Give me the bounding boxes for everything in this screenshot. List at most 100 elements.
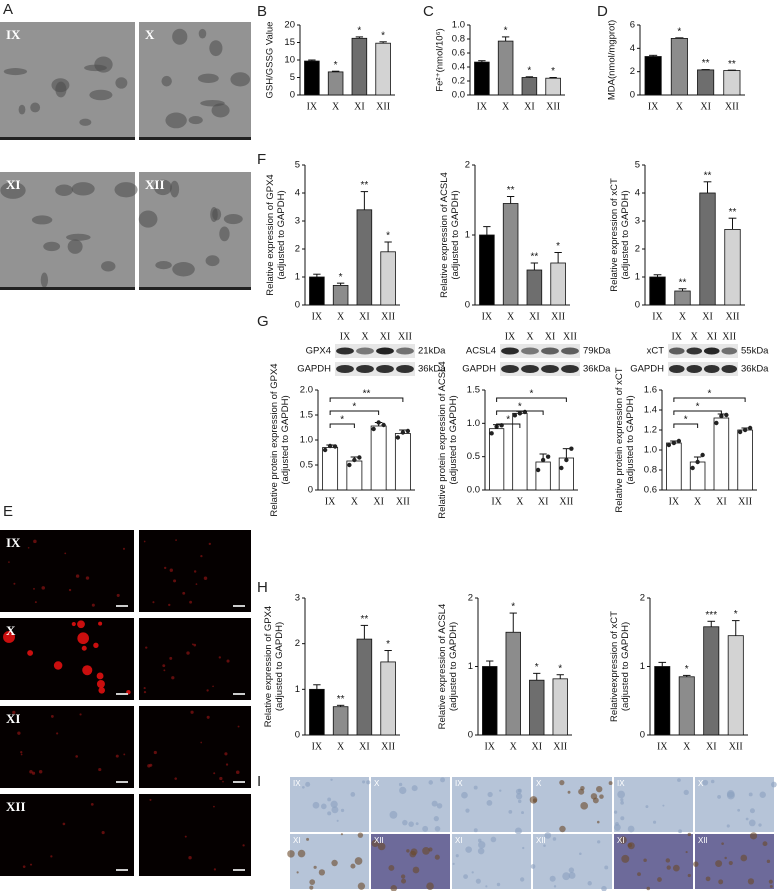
control-label: GAPDH [297, 364, 331, 375]
band [521, 347, 539, 355]
y-axis-label: (adjusted to GAPDH) [274, 622, 285, 711]
data-point [569, 446, 574, 451]
organelle [3, 68, 28, 76]
x-tick-label: XI [706, 741, 717, 752]
panel-label: B [257, 3, 267, 20]
y-axis-label: Relative expression of ACSL4 [439, 172, 450, 298]
y-tick-label: 20 [284, 20, 295, 31]
significance: * [506, 415, 510, 426]
panel-label: F [257, 151, 266, 168]
bar [375, 42, 391, 96]
x-tick-label: IX [484, 741, 495, 752]
cell-signal [219, 776, 223, 781]
bar [699, 192, 716, 306]
kda-label: 79kDa [583, 346, 611, 357]
ihc-image [695, 777, 774, 832]
significance-bracket [496, 423, 521, 428]
organelle [210, 206, 218, 223]
data-point [714, 420, 719, 426]
organelle [66, 233, 91, 241]
tissue [620, 801, 624, 805]
image-label: XI [6, 177, 20, 192]
y-tick-label: 10 [284, 55, 295, 66]
tissue [726, 824, 730, 828]
significance: ** [507, 185, 515, 196]
tissue [473, 785, 478, 790]
scale-bar [139, 287, 251, 290]
bar [309, 276, 325, 306]
tissue [350, 792, 356, 797]
cell-signal [68, 588, 72, 592]
bar [489, 428, 505, 491]
fluorescence-image [0, 618, 134, 700]
organelle [101, 261, 116, 272]
bar [550, 262, 566, 306]
tissue [431, 800, 438, 807]
tissue [508, 809, 513, 814]
tissue [599, 794, 604, 799]
image-label: X [6, 623, 16, 638]
cell-signal [38, 770, 43, 774]
tissue [678, 829, 683, 834]
fluorescence-image [139, 794, 251, 876]
image-label: XII [6, 799, 26, 814]
y-axis-label: Relative protein expression of xCT [614, 367, 625, 512]
protein-label: ACSL4 [466, 346, 496, 357]
cell-signal [116, 593, 120, 597]
data-point [690, 465, 695, 471]
blot [335, 362, 415, 376]
y-tick-label: 1.0 [467, 418, 480, 429]
bar [322, 447, 339, 491]
significance: * [684, 415, 688, 426]
y-tick-label: 0.8 [452, 34, 465, 45]
organelle [155, 261, 172, 270]
band [541, 347, 559, 355]
cell-signal [22, 865, 26, 868]
y-tick-label: 0 [295, 300, 300, 311]
tissue [617, 790, 626, 799]
cell-signal [143, 687, 146, 690]
blot [668, 362, 738, 376]
organelle [18, 104, 26, 115]
cell-signal [96, 680, 105, 689]
organelle [198, 28, 207, 39]
tissue [402, 819, 408, 826]
cell-signal [224, 752, 228, 756]
bar [482, 666, 498, 736]
tissue [613, 824, 621, 831]
y-tick-label: 0 [308, 485, 313, 496]
scale-bar [233, 869, 245, 871]
organelle [200, 100, 225, 107]
x-tick-label: X [351, 496, 359, 507]
y-tick-label: 0 [640, 730, 645, 741]
tissue [596, 820, 600, 824]
bar [526, 269, 543, 306]
cell-signal [71, 621, 76, 627]
scale-bar [116, 605, 128, 607]
tissue [677, 778, 681, 782]
x-tick-label: X [332, 101, 340, 112]
scale-bar [233, 693, 245, 695]
data-point [540, 457, 546, 463]
tissue [436, 803, 443, 809]
tissue [768, 879, 773, 884]
tissue [620, 798, 624, 802]
y-axis-label: Fe²⁺(nmol/10⁶) [435, 28, 446, 91]
cell-signal [162, 664, 166, 668]
cell-signal [208, 542, 211, 546]
y-axis-label: Relative protein expression of GPX4 [269, 363, 280, 516]
tissue [515, 793, 523, 800]
tissue [705, 876, 711, 882]
tissue [433, 816, 439, 822]
tissue [309, 879, 316, 885]
x-tick-label: XII [381, 311, 395, 322]
tissue [596, 785, 603, 793]
cell-signal [169, 656, 173, 660]
protein-label: GPX4 [306, 346, 331, 357]
tissue [710, 779, 715, 784]
lane-label: X [526, 331, 534, 342]
bar [697, 69, 715, 96]
bar [552, 678, 568, 736]
cell-signal [153, 750, 157, 755]
cell-signal [33, 539, 37, 544]
